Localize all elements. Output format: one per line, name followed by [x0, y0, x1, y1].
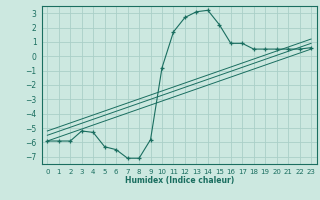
X-axis label: Humidex (Indice chaleur): Humidex (Indice chaleur)	[124, 176, 234, 185]
